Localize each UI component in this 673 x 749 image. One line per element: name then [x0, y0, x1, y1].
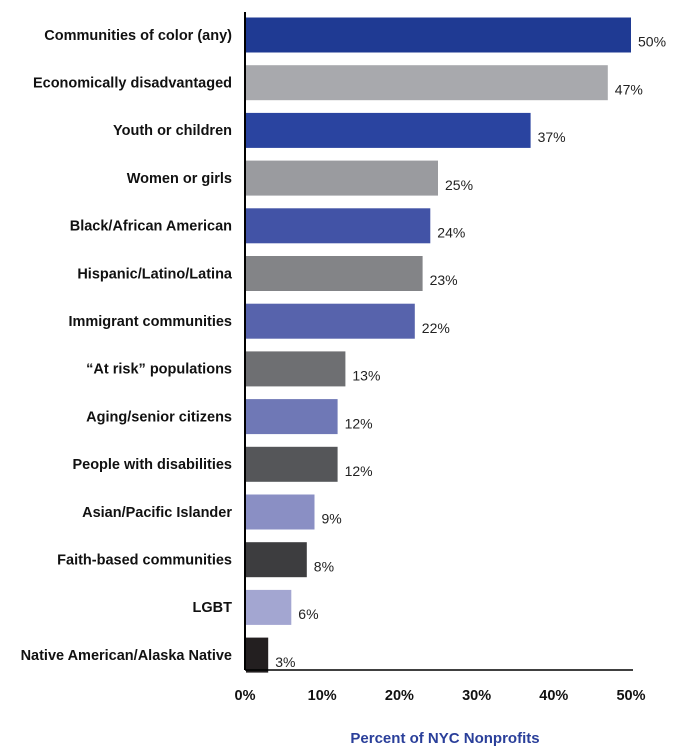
category-label: Asian/Pacific Islander: [82, 505, 232, 521]
category-label: Aging/senior citizens: [86, 409, 232, 425]
value-label: 9%: [322, 511, 342, 527]
value-label: 24%: [437, 225, 465, 241]
category-label: People with disabilities: [72, 457, 232, 473]
value-label: 22%: [422, 320, 450, 336]
bars-group: [246, 17, 631, 673]
bar: [246, 208, 431, 244]
x-tick-label: 50%: [616, 688, 645, 704]
bar: [246, 303, 415, 339]
category-label: Economically disadvantaged: [33, 76, 232, 92]
category-label: Native American/Alaska Native: [21, 648, 232, 664]
category-label: Immigrant communities: [68, 314, 232, 330]
bar: [246, 589, 292, 625]
bar: [246, 399, 338, 435]
bar: [246, 637, 269, 673]
value-label: 47%: [615, 81, 643, 97]
value-label: 12%: [345, 415, 373, 431]
value-label: 8%: [314, 558, 334, 574]
bar: [246, 256, 423, 291]
category-label: “At risk” populations: [86, 362, 232, 378]
category-label: Black/African American: [70, 219, 232, 235]
x-tick-label: 30%: [462, 688, 491, 704]
bar: [246, 65, 608, 101]
value-labels-group: 50% 47% 37% 25% 24% 23% 22% 13% 12% 12% 9% 8% 6% 3%: [275, 34, 666, 670]
x-tick-label: 20%: [385, 688, 414, 704]
x-tick-label: 0%: [235, 688, 256, 704]
value-label: 23%: [430, 272, 458, 288]
bar: [246, 494, 315, 530]
bar: [246, 542, 307, 578]
x-axis-title: Percent of NYC Nonprofits: [350, 730, 539, 747]
category-labels-group: Communities of color (any) Economically d…: [21, 28, 233, 664]
category-label: Faith-based communities: [57, 553, 232, 569]
bar: [246, 446, 338, 482]
bar: [246, 17, 631, 53]
category-label: Hispanic/Latino/Latina: [77, 266, 233, 282]
x-ticks-group: 0% 10% 20% 30% 40% 50%: [235, 688, 646, 704]
x-tick-label: 40%: [539, 688, 568, 704]
value-label: 12%: [345, 463, 373, 479]
bar: [246, 351, 346, 387]
category-label: Women or girls: [127, 171, 232, 187]
bar: [246, 160, 438, 196]
bar: [246, 112, 531, 148]
value-label: 3%: [275, 654, 295, 670]
category-label: LGBT: [193, 600, 233, 616]
value-label: 50%: [638, 34, 666, 50]
category-label: Communities of color (any): [44, 28, 232, 44]
category-label: Youth or children: [113, 123, 232, 139]
value-label: 25%: [445, 177, 473, 193]
value-label: 6%: [298, 606, 318, 622]
value-label: 13%: [352, 368, 380, 384]
x-tick-label: 10%: [308, 688, 337, 704]
value-label: 37%: [538, 129, 566, 145]
